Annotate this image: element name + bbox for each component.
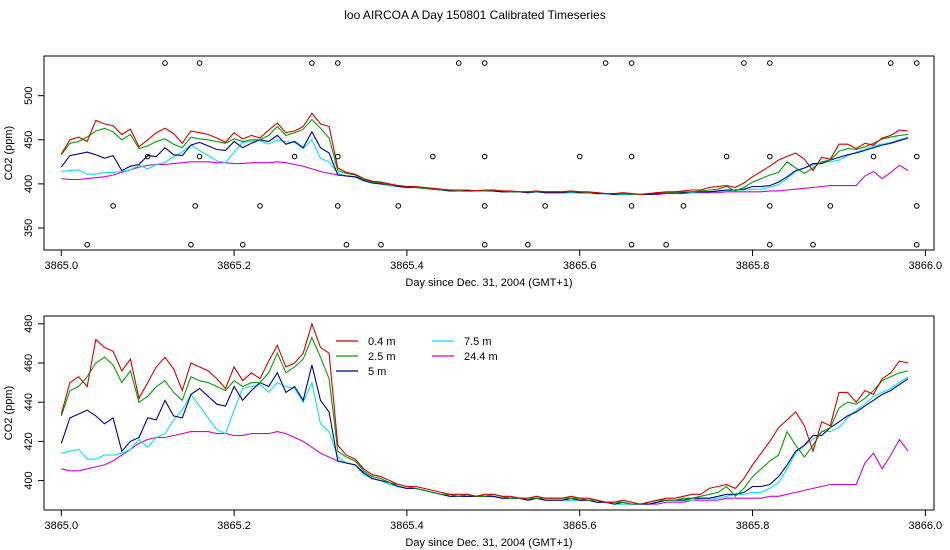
y-axis-label: CO2 (ppm)	[3, 386, 15, 440]
chart-title: loo AIRCOA A Day 150801 Calibrated Times…	[344, 8, 606, 22]
marker-point	[723, 153, 730, 160]
y-axis-label: CO2 (ppm)	[3, 126, 15, 180]
marker-point	[334, 60, 341, 66]
marker-point	[110, 203, 116, 209]
x-tick-label: 3865.4	[390, 520, 424, 532]
marker-point	[430, 153, 436, 160]
x-tick-label: 3865.6	[563, 520, 597, 532]
legend-label: 5 m	[368, 366, 386, 378]
series-line-s25	[60, 336, 909, 505]
marker-point	[291, 153, 298, 160]
legend-label: 2.5 m	[368, 351, 396, 363]
marker-point	[481, 153, 488, 160]
series-line-s04	[60, 322, 909, 505]
marker-point	[455, 60, 462, 66]
marker-point	[196, 153, 203, 160]
marker-point	[680, 203, 687, 209]
x-tick-label: 3865.8	[736, 520, 770, 532]
marker-point	[239, 241, 246, 248]
marker-point	[525, 241, 531, 248]
legend-label: 7.5 m	[464, 336, 492, 348]
marker-point	[192, 203, 199, 209]
marker-point	[84, 241, 91, 248]
marker-point	[378, 241, 384, 248]
y-tick-label: 500	[23, 87, 35, 105]
marker-point	[741, 60, 747, 66]
marker-point	[887, 60, 894, 66]
y-tick-label: 400	[23, 175, 35, 193]
x-tick-label: 3865.6	[563, 260, 597, 272]
legend-label: 24.4 m	[464, 351, 498, 363]
plot-frame	[43, 55, 935, 251]
marker-point	[309, 60, 315, 66]
y-tick-label: 450	[23, 131, 35, 149]
y-tick-label: 350	[23, 219, 35, 237]
marker-point	[628, 241, 635, 248]
marker-point	[628, 60, 635, 66]
marker-point	[913, 241, 920, 248]
marker-point	[334, 153, 341, 160]
x-tick-label: 3865.0	[44, 520, 78, 532]
x-axis-label: Day since Dec. 31, 2004 (GMT+1)	[405, 537, 572, 549]
marker-point	[663, 241, 669, 248]
marker-point	[481, 241, 488, 248]
marker-point	[542, 203, 548, 209]
marker-point	[196, 60, 203, 66]
marker-point	[913, 203, 920, 209]
marker-point	[481, 60, 488, 66]
x-tick-label: 3865.8	[736, 260, 770, 272]
x-tick-label: 3865.2	[217, 520, 251, 532]
marker-point	[343, 241, 350, 248]
series-line-s25	[60, 118, 909, 195]
marker-point	[628, 153, 635, 160]
marker-point	[576, 153, 583, 160]
legend-label: 0.4 m	[368, 336, 396, 348]
marker-point	[827, 203, 834, 209]
marker-point	[913, 153, 920, 160]
marker-point	[767, 203, 773, 209]
y-tick-label: 420	[23, 432, 35, 450]
x-tick-label: 3866.0	[909, 520, 943, 532]
series-line-s244	[61, 431, 909, 505]
x-tick-label: 3866.0	[909, 260, 943, 272]
marker-point	[162, 60, 168, 66]
series-line-s75	[61, 136, 909, 195]
marker-point	[628, 203, 635, 209]
marker-point	[767, 60, 773, 66]
series-line-s5	[60, 364, 909, 505]
marker-point	[767, 241, 773, 248]
x-tick-label: 3865.2	[217, 260, 251, 272]
marker-point	[257, 203, 263, 209]
series-line-s5	[60, 130, 909, 195]
series-line-s75	[61, 376, 909, 505]
marker-point	[395, 203, 402, 209]
x-axis-label: Day since Dec. 31, 2004 (GMT+1)	[405, 277, 572, 289]
series-line-s04	[60, 112, 909, 195]
plot-frame	[43, 315, 935, 511]
marker-point	[870, 153, 877, 160]
x-tick-label: 3865.4	[390, 260, 424, 272]
marker-point	[602, 60, 609, 66]
y-tick-label: 480	[23, 315, 35, 333]
marker-point	[913, 60, 920, 66]
x-tick-label: 3865.0	[44, 260, 78, 272]
marker-point	[188, 241, 194, 248]
y-tick-label: 440	[23, 393, 35, 411]
marker-point	[144, 153, 151, 160]
marker-point	[334, 203, 341, 209]
y-tick-label: 460	[23, 354, 35, 372]
marker-point	[810, 241, 816, 248]
y-tick-label: 400	[23, 471, 35, 489]
marker-point	[767, 153, 773, 160]
marker-point	[481, 203, 488, 209]
